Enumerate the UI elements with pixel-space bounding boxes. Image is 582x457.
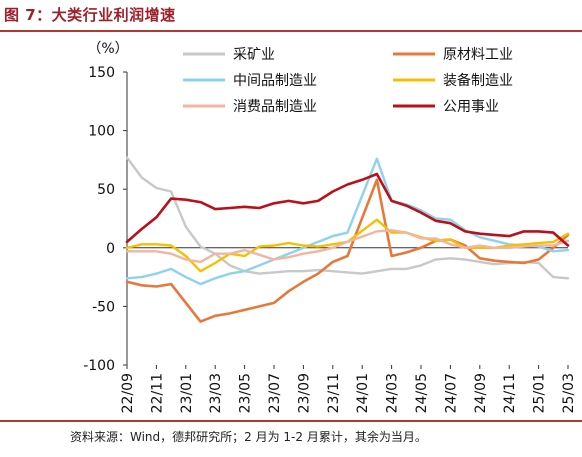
legend-item: 消费品制造业 — [183, 99, 317, 115]
x-tick-label: 24/11 — [502, 373, 518, 413]
x-tick-label: 23/07 — [267, 373, 283, 413]
legend-item: 装备制造业 — [393, 72, 513, 89]
x-tick-label: 23/11 — [326, 373, 342, 413]
x-tick-label: 22/11 — [149, 373, 165, 413]
y-tick-label: 150 — [88, 65, 115, 81]
legend-label: 原材料工业 — [443, 47, 513, 63]
y-tick-label: 100 — [88, 124, 115, 140]
x-tick-label: 24/07 — [443, 373, 459, 413]
legend-label: 采矿业 — [233, 47, 275, 63]
y-tick-label: -100 — [83, 358, 115, 374]
series-line — [125, 156, 570, 280]
x-tick-label: 24/01 — [355, 373, 371, 413]
y-axis-label: （%） — [87, 41, 128, 57]
legend-item: 中间品制造业 — [183, 73, 317, 89]
y-tick-label: 0 — [106, 241, 115, 257]
x-tick-label: 23/09 — [296, 373, 312, 413]
legend-label: 公用事业 — [443, 99, 499, 115]
series-line — [125, 157, 570, 286]
series-line — [125, 178, 570, 323]
y-tick-label: 50 — [97, 182, 115, 198]
x-tick-label: 23/01 — [179, 373, 195, 413]
x-tick-label: 25/03 — [561, 373, 577, 413]
legend-label: 中间品制造业 — [233, 73, 317, 89]
x-tick-label: 25/01 — [532, 373, 548, 413]
x-tick-label: 24/05 — [414, 373, 430, 413]
figure-title: 图 7：大类行业利润增速 — [4, 6, 176, 24]
x-tick-label: 24/03 — [385, 373, 401, 413]
x-tick-label: 22/09 — [120, 373, 136, 413]
series-line — [125, 229, 570, 264]
legend-label: 装备制造业 — [443, 72, 513, 89]
series-line — [125, 172, 570, 247]
series-lines — [125, 156, 570, 323]
axes: -100 -50 0 50 100 150 （%） 22/09 22/11 23/01 23/03 2… — [83, 41, 577, 413]
x-tick-label: 23/05 — [238, 373, 254, 413]
legend-item: 采矿业 — [183, 47, 275, 63]
title-rule — [0, 30, 582, 32]
legend-item: 公用事业 — [393, 99, 499, 115]
y-tick-label: -50 — [92, 299, 115, 315]
legend-label: 消费品制造业 — [233, 99, 317, 115]
bottom-rule — [0, 420, 582, 422]
source-note: 资料来源：Wind，德邦研究所；2 月为 1-2 月累计，其余为当月。 — [70, 430, 427, 444]
legend-item: 原材料工业 — [393, 47, 513, 63]
x-tick-label: 24/09 — [473, 373, 489, 413]
x-tick-label: 23/03 — [208, 373, 224, 413]
